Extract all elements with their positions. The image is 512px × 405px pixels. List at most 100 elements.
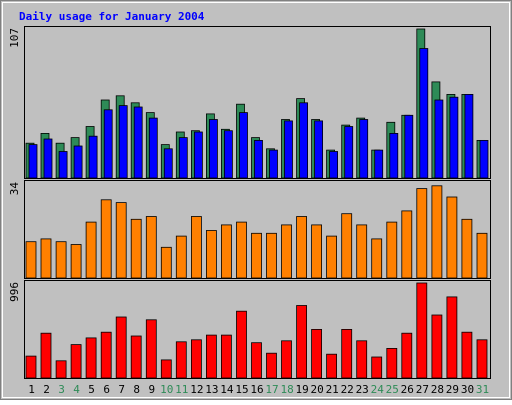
bar	[208, 119, 218, 179]
bar	[281, 340, 292, 379]
bar	[341, 213, 353, 279]
bar	[311, 328, 323, 379]
x-tick-label: 14	[220, 383, 234, 396]
chart-panel: 34	[8, 180, 491, 279]
x-tick-label: 8	[133, 383, 140, 396]
bar	[236, 310, 247, 379]
bar	[371, 356, 383, 379]
panel-scale-label: 107	[8, 28, 21, 48]
x-tick-label: 28	[431, 383, 444, 396]
bar	[416, 188, 428, 279]
bar	[58, 151, 68, 179]
bar	[431, 185, 443, 279]
chart-panels: 107 34 996	[8, 26, 491, 379]
bar	[314, 120, 324, 179]
bar	[266, 232, 277, 279]
x-tick-label: 23	[356, 383, 369, 396]
x-axis-labels: 1 2 3 4 5 6 7 8 9 10 11 12 13 14 15 16 17 18 19 20 21 22 23 24 2…	[28, 383, 489, 396]
bar	[449, 96, 459, 179]
x-tick-label: 6	[103, 383, 110, 396]
bar	[389, 132, 399, 179]
x-tick-label: 29	[446, 383, 459, 396]
bar	[326, 235, 338, 279]
bar	[356, 224, 368, 279]
x-tick-label: 15	[235, 383, 248, 396]
bar	[464, 94, 474, 179]
bar	[115, 202, 127, 279]
bar	[419, 48, 429, 179]
bar	[476, 339, 488, 379]
x-tick-label: 7	[118, 383, 125, 396]
x-tick-label: 13	[205, 383, 218, 396]
bar	[284, 120, 293, 179]
bar	[311, 224, 323, 279]
bar	[205, 230, 217, 279]
bar	[401, 210, 413, 279]
bar	[163, 148, 173, 179]
x-tick-label: 18	[280, 383, 293, 396]
x-tick-label: 2	[43, 383, 50, 396]
bar	[25, 241, 37, 279]
bar	[236, 221, 247, 279]
bar	[299, 102, 309, 179]
bar	[73, 145, 83, 179]
panel-scale-label: 996	[8, 282, 21, 302]
x-tick-label: 11	[175, 383, 188, 396]
bar	[269, 149, 278, 179]
chart-frame-inner	[2, 2, 510, 398]
bar	[160, 359, 172, 379]
bar	[356, 340, 368, 379]
x-tick-label: 3	[58, 383, 65, 396]
bar	[476, 232, 488, 279]
bar	[175, 341, 187, 379]
x-tick-label: 17	[265, 383, 278, 396]
bar	[461, 218, 473, 279]
x-tick-label: 26	[401, 383, 414, 396]
bar	[100, 199, 112, 279]
bar	[70, 344, 82, 379]
bar	[386, 347, 398, 379]
bar	[281, 224, 292, 279]
x-tick-label: 19	[295, 383, 308, 396]
bar	[85, 337, 97, 379]
bar	[404, 114, 414, 179]
bar	[359, 119, 369, 179]
bar	[431, 314, 443, 379]
bar	[329, 151, 339, 179]
bar	[296, 305, 308, 379]
bar	[145, 319, 157, 379]
bar	[190, 216, 202, 279]
x-tick-label: 25	[386, 383, 399, 396]
bar	[416, 282, 428, 379]
bar	[55, 241, 67, 279]
bar	[254, 139, 263, 179]
bar	[145, 216, 157, 279]
x-tick-label: 16	[250, 383, 263, 396]
bar	[223, 130, 233, 179]
bar	[118, 105, 128, 179]
x-tick-label: 20	[310, 383, 323, 396]
bar	[190, 339, 202, 379]
panel-scale-label: 34	[8, 182, 21, 196]
bar	[434, 99, 444, 179]
bar	[148, 117, 158, 179]
x-tick-label: 5	[88, 383, 95, 396]
bar	[100, 331, 112, 379]
bar	[160, 246, 172, 279]
bar	[70, 244, 82, 279]
bar	[130, 335, 142, 379]
bar	[251, 232, 262, 279]
bar	[386, 221, 398, 279]
x-tick-label: 12	[190, 383, 203, 396]
x-tick-label: 24	[371, 383, 385, 396]
bar	[220, 224, 232, 279]
bar	[220, 334, 232, 379]
bar	[133, 106, 143, 179]
x-tick-label: 21	[326, 383, 339, 396]
bar	[40, 332, 52, 379]
bar	[40, 238, 52, 279]
bar	[266, 352, 277, 379]
bar	[479, 139, 489, 179]
bar	[326, 353, 338, 379]
